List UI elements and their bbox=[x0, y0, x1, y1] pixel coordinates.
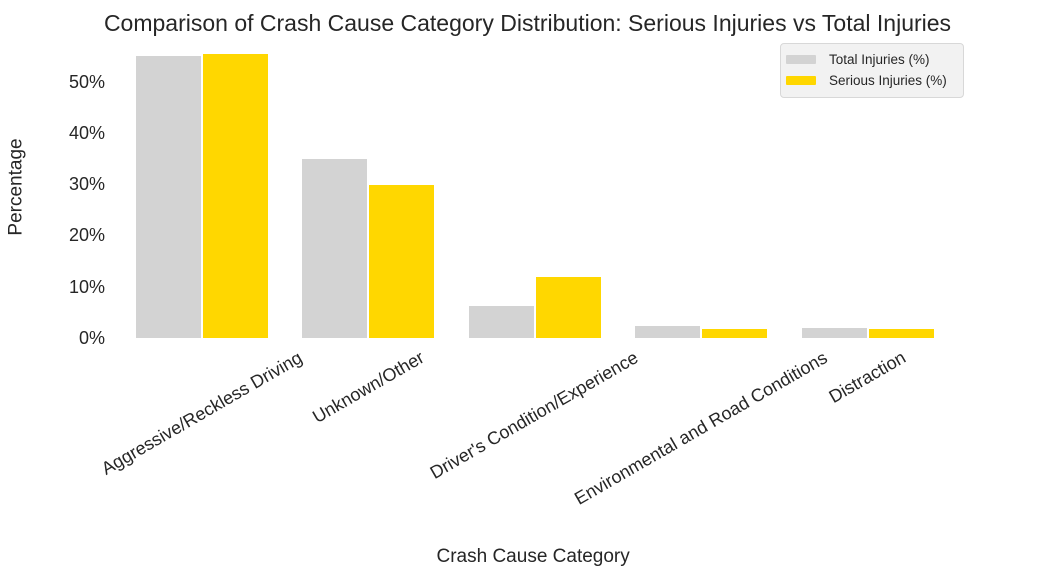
y-tick-label: 10% bbox=[68, 276, 105, 297]
y-tick-label: 40% bbox=[68, 122, 105, 143]
bar-total-injuries bbox=[801, 328, 867, 338]
bar-total-injuries bbox=[135, 56, 201, 338]
y-tick-label: 30% bbox=[68, 174, 105, 195]
y-tick-label: 50% bbox=[68, 71, 105, 92]
bar-serious-injuries bbox=[702, 329, 767, 338]
x-tick-label: Aggressive/Reckless Driving bbox=[97, 346, 306, 479]
legend-swatch-icon bbox=[786, 55, 816, 64]
legend: Total Injuries (%) Serious Injuries (%) bbox=[780, 43, 964, 98]
legend-label: Total Injuries (%) bbox=[829, 52, 930, 67]
bar-serious-injuries bbox=[202, 53, 268, 338]
y-tick-label: 0% bbox=[78, 328, 105, 348]
legend-item: Total Injuries (%) bbox=[786, 49, 953, 70]
bar-total-injuries bbox=[635, 325, 700, 338]
bar-serious-injuries bbox=[868, 329, 934, 338]
bar-serious-injuries bbox=[369, 185, 434, 338]
bar-total-injuries bbox=[302, 159, 367, 338]
y-tick-label: 20% bbox=[68, 225, 105, 246]
legend-swatch-icon bbox=[786, 76, 816, 85]
x-tick-label: Distraction bbox=[825, 346, 910, 407]
legend-items: Total Injuries (%) Serious Injuries (%) bbox=[786, 49, 953, 91]
chart-title: Comparison of Crash Cause Category Distr… bbox=[103, 10, 952, 36]
x-tick-label: Driver's Condition/Experience bbox=[426, 347, 642, 483]
y-axis-title: Percentage bbox=[5, 138, 27, 236]
bar-serious-injuries bbox=[535, 276, 601, 338]
legend-item: Serious Injuries (%) bbox=[786, 70, 953, 91]
bar-total-injuries bbox=[468, 306, 534, 338]
x-tick-label: Unknown/Other bbox=[308, 346, 427, 427]
legend-label: Serious Injuries (%) bbox=[829, 73, 947, 88]
x-axis-title: Crash Cause Category bbox=[436, 546, 630, 567]
